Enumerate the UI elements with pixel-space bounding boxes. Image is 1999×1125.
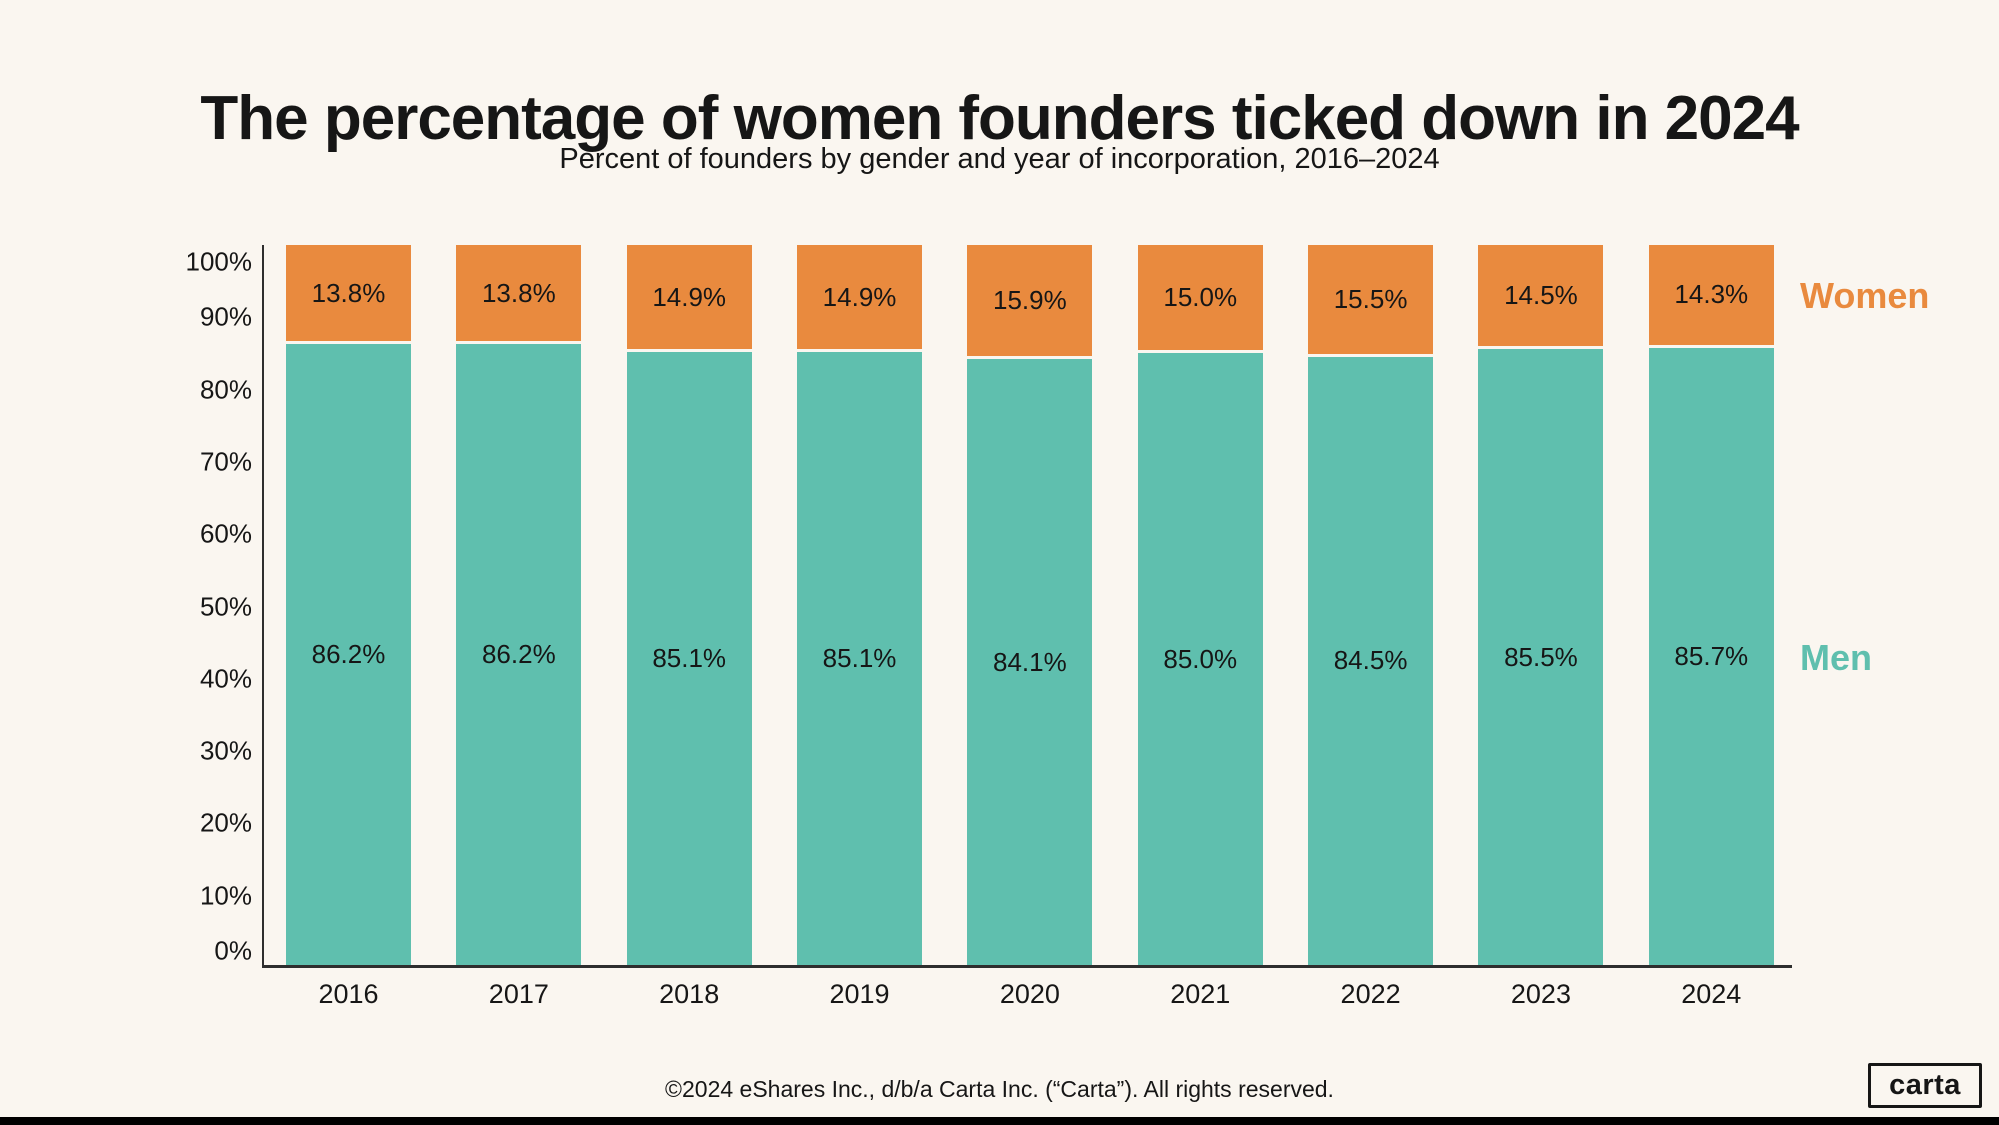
stacked-bar-2022: 15.5% 84.5% — [1308, 245, 1434, 965]
plot-area: 13.8% 86.2% 2016 13.8% 86.2% 2017 14.9% 85.1% 20… — [262, 245, 1792, 1009]
y-tick-label: 40% — [199, 663, 252, 694]
y-axis: 100% 90% 80% 70% 60% 50% 40% 30% 20% 10% 0% — [0, 245, 253, 968]
y-tick-label: 50% — [199, 591, 252, 621]
x-tick-label-2020: 2020 — [999, 979, 1060, 1009]
women-segment: 14.5% — [1478, 245, 1604, 350]
women-value-label: 13.8% — [481, 277, 556, 308]
women-value-label: 15.9% — [993, 285, 1067, 316]
stacked-bar-2023: 14.5% 85.5% — [1478, 245, 1604, 965]
y-tick-label: 30% — [199, 735, 252, 766]
x-tick-label-2018: 2018 — [659, 979, 720, 1009]
men-value-label: 84.1% — [993, 646, 1067, 677]
men-segment: 85.5% — [1478, 349, 1604, 965]
y-tick-label: 100% — [185, 246, 253, 277]
y-tick-label: 60% — [199, 518, 252, 549]
x-tick-label-2021: 2021 — [1170, 979, 1231, 1009]
x-tick-label-2017: 2017 — [488, 979, 549, 1009]
y-tick-label: 10% — [199, 880, 252, 911]
stacked-bar-2018: 14.9% 85.1% — [626, 245, 752, 965]
men-segment: 85.7% — [1648, 347, 1774, 965]
chart-title: The percentage of women founders ticked … — [200, 83, 1799, 153]
men-value-label: 85.1% — [652, 643, 727, 674]
men-segment: 84.5% — [1308, 356, 1434, 965]
men-segment: 84.1% — [967, 359, 1093, 965]
stacked-bar-2016: 13.8% 86.2% — [286, 245, 411, 965]
y-tick-label: 70% — [199, 446, 252, 477]
women-value-label: 15.0% — [1163, 282, 1238, 312]
men-segment: 86.2% — [456, 344, 582, 965]
stacked-bar-2021: 15.0% 85.0% — [1137, 245, 1263, 965]
x-tick-label-2023: 2023 — [1510, 979, 1571, 1009]
women-segment: 13.8% — [456, 245, 582, 345]
men-segment: 85.1% — [797, 352, 923, 965]
women-value-label: 13.8% — [311, 277, 386, 308]
women-segment: 15.0% — [1137, 245, 1263, 353]
y-tick-label: 80% — [199, 374, 252, 405]
legend-label-men: Men — [1800, 637, 1872, 678]
stacked-bar-2019: 14.9% 85.1% — [797, 245, 923, 965]
men-value-label: 85.0% — [1163, 643, 1238, 674]
men-value-label: 84.5% — [1333, 645, 1408, 676]
legend-label-women: Women — [1800, 275, 1930, 316]
x-tick-label-2019: 2019 — [829, 979, 890, 1009]
x-tick-label-2016: 2016 — [318, 979, 379, 1009]
stacked-bar-2024: 14.3% 85.7% — [1648, 245, 1774, 965]
men-value-label: 85.5% — [1504, 641, 1578, 672]
women-value-label: 14.5% — [1504, 280, 1578, 311]
men-segment: 86.2% — [286, 344, 411, 965]
y-tick-label: 20% — [199, 807, 252, 838]
women-segment: 14.9% — [797, 245, 923, 353]
women-segment: 14.3% — [1648, 245, 1774, 348]
copyright-text: ©2024 eShares Inc., d/b/a Carta Inc. (“C… — [665, 1076, 1334, 1102]
x-tick-label-2022: 2022 — [1340, 979, 1401, 1009]
women-value-label: 15.5% — [1333, 283, 1408, 314]
bottom-edge-bar — [0, 1117, 1999, 1125]
women-segment: 15.9% — [967, 245, 1093, 360]
stacked-bar-2020: 15.9% 84.1% — [967, 245, 1093, 965]
men-segment: 85.0% — [1137, 353, 1263, 965]
men-value-label: 86.2% — [311, 639, 386, 670]
women-value-label: 14.9% — [822, 281, 897, 312]
stacked-bar-2017: 13.8% 86.2% — [456, 245, 582, 965]
men-value-label: 85.1% — [822, 643, 897, 674]
carta-logo: carta — [1868, 1063, 1982, 1108]
y-tick-label: 90% — [199, 301, 252, 332]
women-segment: 14.9% — [626, 245, 752, 353]
women-value-label: 14.3% — [1674, 279, 1749, 310]
y-tick-label: 0% — [214, 935, 252, 966]
men-value-label: 86.2% — [481, 639, 556, 670]
women-segment: 15.5% — [1308, 245, 1434, 357]
men-value-label: 85.7% — [1674, 640, 1749, 671]
x-tick-label-2024: 2024 — [1681, 979, 1742, 1009]
chart-subtitle: Percent of founders by gender and year o… — [559, 143, 1440, 175]
women-segment: 13.8% — [286, 245, 411, 345]
men-segment: 85.1% — [626, 352, 752, 965]
women-value-label: 14.9% — [652, 281, 727, 312]
